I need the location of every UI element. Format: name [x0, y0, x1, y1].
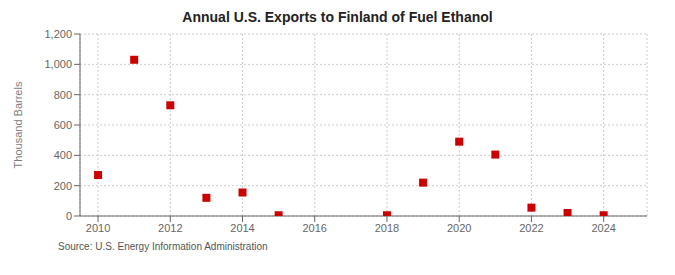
- svg-text:2018: 2018: [375, 222, 399, 234]
- svg-text:800: 800: [54, 89, 72, 101]
- svg-text:0: 0: [66, 210, 72, 222]
- svg-text:2024: 2024: [591, 222, 615, 234]
- svg-text:2012: 2012: [158, 222, 182, 234]
- svg-text:200: 200: [54, 180, 72, 192]
- svg-text:2022: 2022: [519, 222, 543, 234]
- svg-text:1,200: 1,200: [44, 28, 72, 40]
- svg-text:2020: 2020: [447, 222, 471, 234]
- html-text:Annual U.S. Exports to Finland: Annual U.S. Exports to Finland of Fuel E…: [182, 9, 493, 25]
- svg-text:400: 400: [54, 149, 72, 161]
- svg-text:2010: 2010: [86, 222, 110, 234]
- svg-text:2016: 2016: [303, 222, 327, 234]
- svg-text:2014: 2014: [230, 222, 254, 234]
- svg-text:600: 600: [54, 119, 72, 131]
- svg-text:Thousand Barrels: Thousand Barrels: [12, 81, 24, 168]
- svg-text:1,000: 1,000: [44, 58, 72, 70]
- html-text:Source: U.S. Energy Informatio: Source: U.S. Energy Information Administ…: [58, 241, 268, 252]
